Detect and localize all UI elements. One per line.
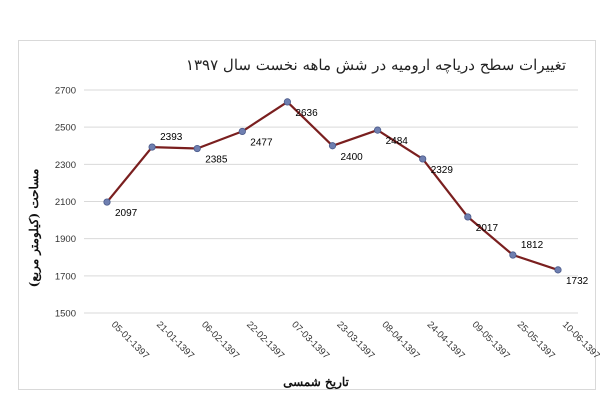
data-point: [193, 144, 201, 153]
series-line-group: [103, 98, 562, 274]
x-tick-label: 09-05-1397: [470, 319, 512, 361]
x-tick-label: 06-02-1397: [199, 319, 241, 361]
x-axis-ticks: 05-01-1397 21-01-1397 06-02-1397 22-02-1397…: [109, 319, 600, 361]
y-axis-label: مساحت (کیلومتر مربع): [27, 169, 42, 288]
chart-frame: [18, 40, 596, 390]
data-point: [464, 213, 472, 221]
data-label: 2400: [341, 152, 364, 163]
chart-title: تغییرات سطح دریاچه ارومیه در شش ماهه نخس…: [186, 56, 566, 74]
x-tick-label: 21-01-1397: [154, 319, 196, 361]
x-tick-label: 07-03-1397: [289, 319, 331, 361]
x-tick-label: 08-04-1397: [379, 319, 421, 361]
x-axis-label: تاریخ شمسی: [283, 375, 349, 390]
y-tick-label: 2700: [55, 86, 76, 97]
data-point: [373, 126, 382, 134]
x-tick-label: 22-02-1397: [244, 319, 286, 361]
data-label: 2097: [115, 208, 138, 219]
data-point: [238, 127, 246, 136]
x-tick-label: 25-05-1397: [515, 319, 557, 361]
x-tick-label: 10-06-1397: [560, 319, 600, 361]
y-tick-label: 1700: [55, 271, 76, 282]
y-axis-ticks: 1500 1700 1900 2100 2300 2500 2700: [55, 86, 76, 320]
x-tick-label: 05-01-1397: [109, 319, 151, 361]
data-label: 2017: [476, 223, 499, 234]
y-tick-label: 2500: [55, 123, 76, 134]
data-point: [419, 155, 427, 163]
data-label: 2385: [205, 155, 228, 166]
data-label: 2393: [160, 132, 183, 143]
data-label: 2484: [386, 136, 409, 147]
grid-lines: [84, 89, 578, 314]
data-point: [103, 198, 111, 206]
y-tick-label: 1500: [55, 309, 76, 320]
data-label: 2329: [431, 165, 454, 176]
data-point: [283, 98, 291, 106]
data-label: 1732: [566, 276, 589, 287]
y-tick-label: 2100: [55, 197, 76, 208]
x-tick-label: 24-04-1397: [425, 319, 467, 361]
data-point: [509, 251, 517, 259]
data-point: [148, 143, 156, 151]
data-label: 2477: [250, 137, 273, 148]
data-labels: 2097 2393 2385 2477 2636 2400 2484 2329 2017 1812…: [115, 108, 589, 287]
y-tick-label: 2300: [55, 160, 76, 171]
x-tick-label: 23-03-1397: [334, 319, 376, 361]
y-tick-label: 1900: [55, 234, 76, 245]
data-label: 2636: [295, 108, 318, 119]
data-point: [328, 142, 337, 150]
data-label: 1812: [521, 240, 544, 251]
data-point: [554, 266, 562, 274]
